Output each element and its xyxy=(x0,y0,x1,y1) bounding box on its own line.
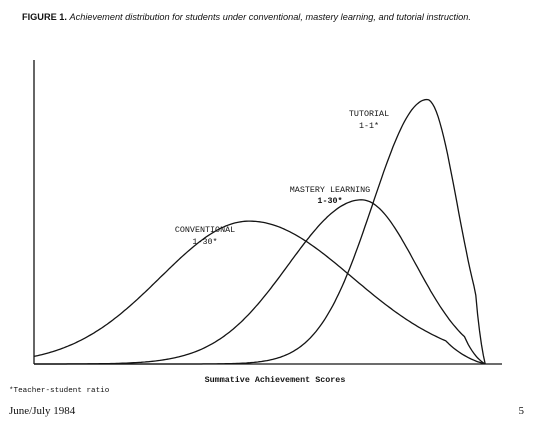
footnote: *Teacher-student ratio xyxy=(9,387,110,395)
figure-caption-label: FIGURE 1. xyxy=(22,12,67,22)
curve-conventional xyxy=(33,220,486,365)
footer-issue-date: June/July 1984 xyxy=(9,405,76,417)
figure-caption-text: Achievement distribution for students un… xyxy=(69,12,471,22)
chart-curves xyxy=(33,98,486,365)
series-label-mastery-learning: MASTERY LEARNING xyxy=(290,185,370,195)
series-labels: TUTORIAL 1-1* MASTERY LEARNING 1-30* CON… xyxy=(175,109,389,247)
x-axis-label: Summative Achievement Scores xyxy=(205,375,346,385)
curve-mastery-learning xyxy=(34,199,486,365)
series-ratio-tutorial: 1-1* xyxy=(359,121,379,131)
footer-page-number: 5 xyxy=(518,405,525,417)
series-label-tutorial: TUTORIAL xyxy=(349,109,389,119)
series-ratio-mastery-learning: 1-30* xyxy=(317,196,342,206)
series-ratio-conventional: 1-30* xyxy=(192,237,217,247)
figure-caption: FIGURE 1. Achievement distribution for s… xyxy=(22,12,512,23)
series-label-conventional: CONVENTIONAL xyxy=(175,225,235,235)
curve-tutorial xyxy=(34,98,486,365)
